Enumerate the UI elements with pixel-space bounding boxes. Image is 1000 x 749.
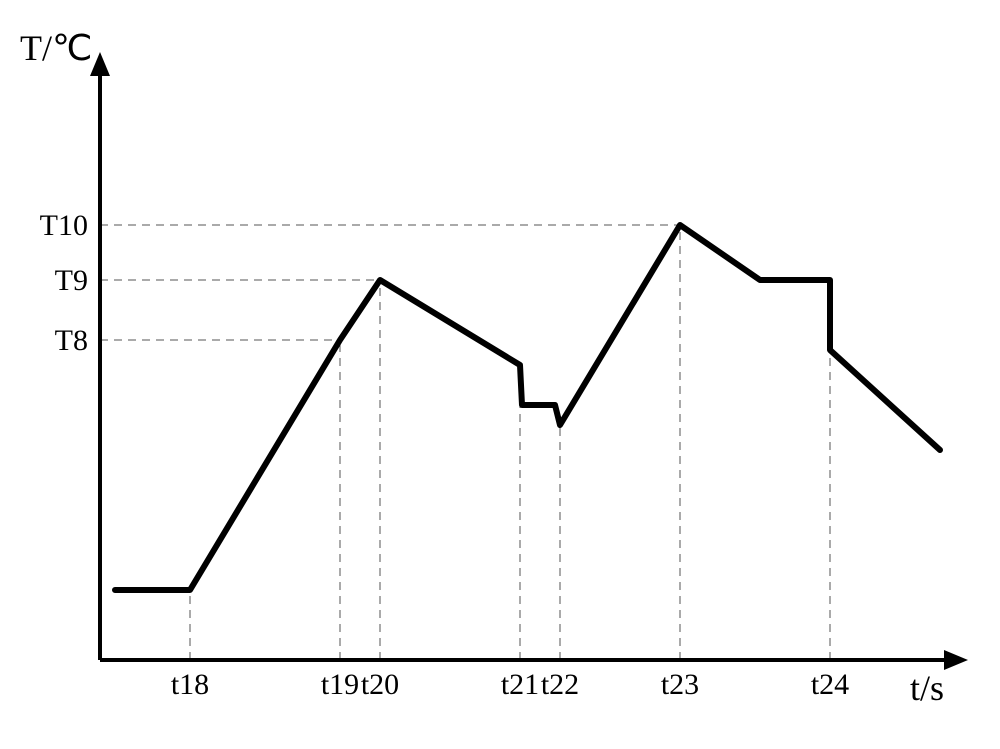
temperature-time-chart: T10 T9 T8 t18 t19t20 t21t22 t23 t24 T/℃ t/s	[0, 0, 1000, 749]
svg-text:T10: T10	[40, 209, 88, 242]
svg-text:t21: t21	[501, 668, 539, 701]
svg-text:t22: t22	[541, 668, 579, 701]
y-axis-label: T/℃	[20, 28, 92, 68]
svg-text:T9: T9	[55, 264, 88, 297]
svg-text:t20: t20	[361, 668, 399, 701]
svg-text:t23: t23	[661, 668, 699, 701]
svg-text:t19: t19	[321, 668, 359, 701]
svg-text:t24: t24	[811, 668, 849, 701]
x-axis-label: t/s	[910, 668, 944, 708]
svg-text:T8: T8	[55, 324, 88, 357]
chart-background	[0, 0, 1000, 749]
svg-text:t18: t18	[171, 668, 209, 701]
